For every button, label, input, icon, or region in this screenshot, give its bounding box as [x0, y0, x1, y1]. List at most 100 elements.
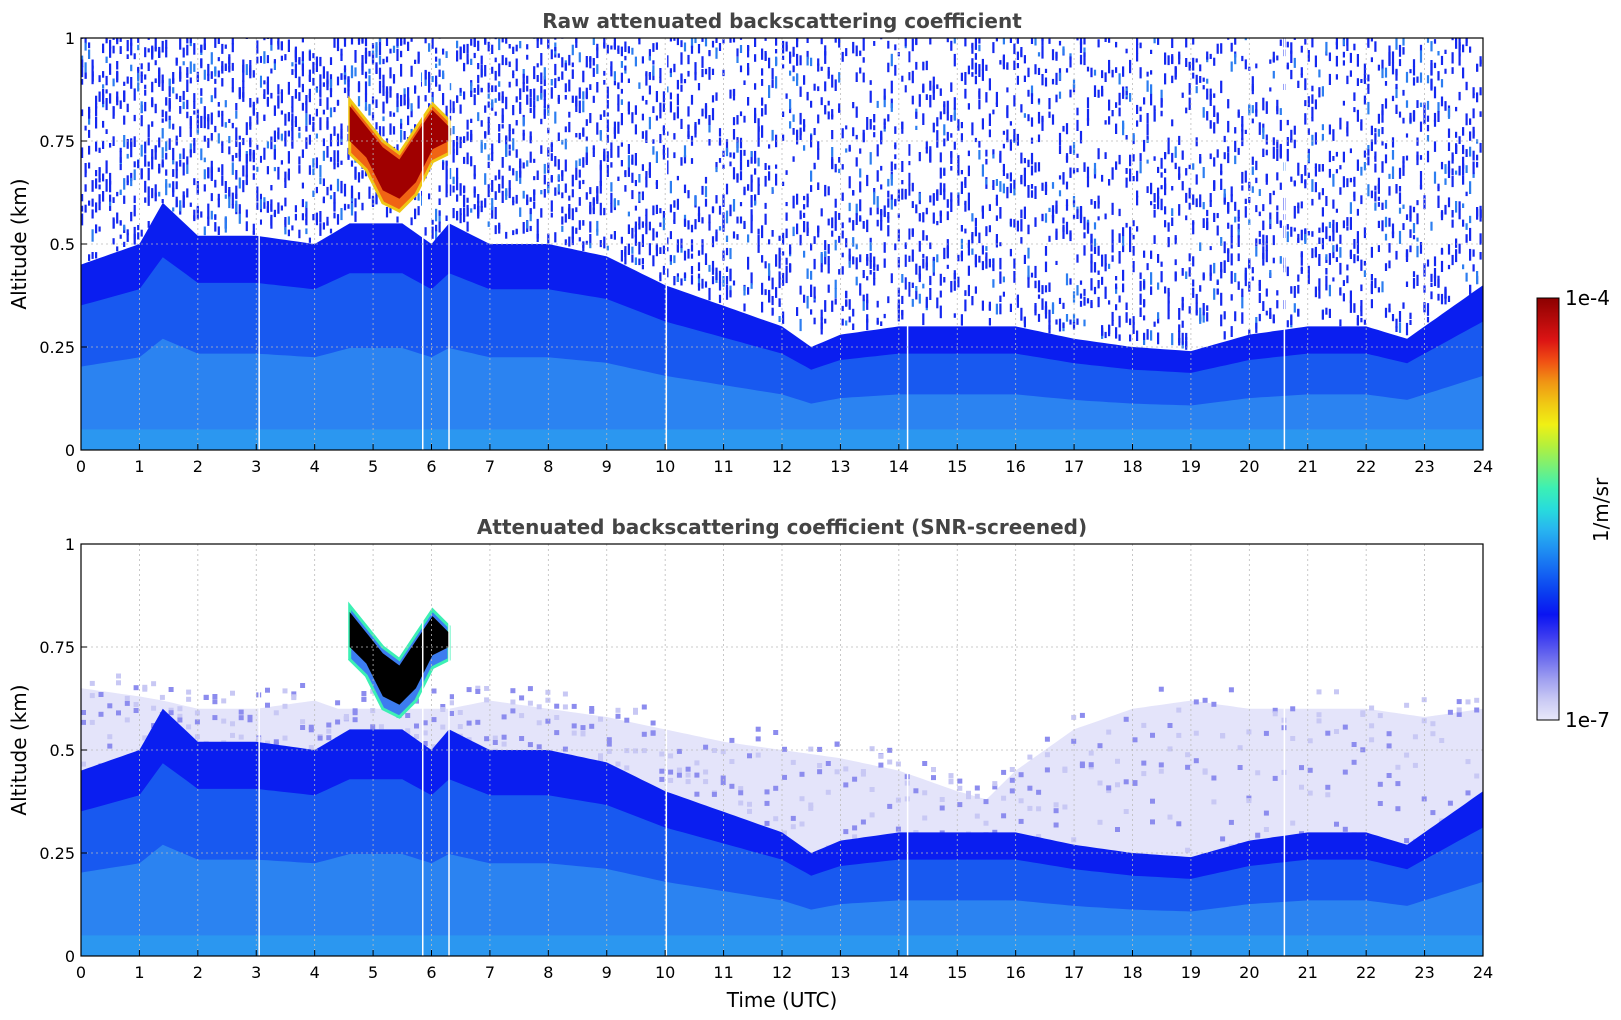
noise-speck [1332, 129, 1335, 141]
noise-speck [697, 250, 701, 256]
noise-speck [1241, 124, 1244, 132]
residual-speck [852, 776, 858, 782]
noise-speck [1108, 263, 1111, 269]
noise-speck [799, 285, 802, 295]
noise-speck [1016, 63, 1019, 69]
noise-speck [652, 228, 655, 241]
noise-speck [442, 70, 445, 80]
noise-speck [1269, 212, 1272, 226]
noise-speck [319, 165, 322, 178]
residual-speck [1395, 781, 1401, 787]
noise-speck [981, 300, 984, 311]
noise-speck [634, 257, 637, 265]
noise-speck [561, 216, 564, 225]
noise-speck [214, 67, 217, 77]
noise-speck [1472, 108, 1475, 119]
noise-speck [95, 116, 98, 129]
noise-speck [761, 48, 764, 60]
noise-speck [144, 38, 147, 39]
noise-speck [939, 290, 942, 298]
noise-speck [1227, 249, 1230, 262]
noise-speck [445, 215, 448, 221]
noise-speck [112, 78, 115, 87]
noise-speck [277, 95, 280, 106]
noise-speck [1174, 162, 1177, 170]
noise-speck [1202, 202, 1205, 210]
noise-speck [375, 62, 378, 74]
residual-speck [580, 725, 586, 731]
noise-speck [109, 46, 112, 58]
noise-speck [449, 185, 452, 191]
noise-speck [494, 70, 497, 81]
noise-speck [929, 94, 932, 108]
noise-speck [116, 91, 119, 102]
noise-speck [1265, 241, 1268, 252]
y-axis-screened: 00.250.50.751 [39, 535, 87, 966]
noise-speck [866, 174, 869, 187]
noise-speck [1272, 51, 1275, 62]
noise-speck [193, 101, 196, 109]
noise-speck [715, 267, 718, 281]
noise-speck [1146, 135, 1149, 140]
noise-speck [1146, 329, 1149, 340]
noise-speck [754, 150, 757, 164]
noise-speck [610, 192, 613, 204]
x-tick-label: 18 [1122, 457, 1142, 476]
noise-speck [876, 170, 879, 182]
noise-speck [718, 158, 722, 163]
residual-speck [1377, 713, 1383, 719]
noise-speck [95, 95, 98, 105]
noise-speck [915, 111, 918, 119]
noise-speck [84, 163, 87, 174]
noise-speck [894, 126, 897, 134]
residual-speck [1150, 819, 1155, 825]
noise-speck [669, 204, 672, 213]
noise-speck [610, 149, 613, 158]
residual-speck [1167, 723, 1173, 728]
noise-speck [739, 38, 743, 40]
noise-speck [750, 195, 753, 208]
residual-speck [361, 691, 367, 696]
noise-speck [1290, 129, 1293, 143]
noise-speck [354, 211, 357, 222]
noise-speck [690, 224, 694, 233]
noise-speck [1318, 87, 1321, 98]
noise-speck [1384, 216, 1388, 228]
noise-speck [617, 82, 620, 89]
noise-speck [950, 115, 953, 122]
noise-speck [827, 100, 830, 106]
noise-speck [522, 129, 525, 136]
noise-speck [137, 66, 140, 72]
noise-speck [1220, 178, 1223, 190]
noise-speck [1136, 120, 1139, 127]
noise-speck [1076, 153, 1079, 158]
noise-speck [291, 225, 294, 231]
noise-speck [294, 50, 297, 63]
noise-speck [589, 234, 592, 245]
noise-speck [883, 205, 886, 217]
noise-speck [718, 205, 722, 215]
noise-speck [217, 102, 220, 107]
noise-speck [918, 193, 921, 201]
noise-speck [168, 115, 171, 120]
noise-speck [1395, 318, 1398, 329]
noise-speck [1402, 160, 1405, 168]
noise-speck [1083, 162, 1086, 172]
noise-speck [1430, 221, 1433, 231]
noise-speck [456, 136, 459, 145]
noise-speck [960, 225, 963, 232]
noise-speck [1342, 51, 1345, 58]
residual-speck [177, 713, 183, 719]
noise-speck [1342, 176, 1345, 188]
noise-speck [340, 160, 343, 165]
noise-speck [1258, 283, 1261, 291]
noise-speck [1167, 55, 1170, 66]
noise-speck [298, 126, 301, 132]
noise-speck [487, 161, 490, 168]
noise-speck [711, 68, 715, 75]
noise-speck [1230, 235, 1233, 249]
noise-speck [771, 308, 774, 315]
noise-speck [1440, 55, 1444, 65]
noise-speck [533, 201, 536, 209]
noise-speck [739, 111, 743, 117]
